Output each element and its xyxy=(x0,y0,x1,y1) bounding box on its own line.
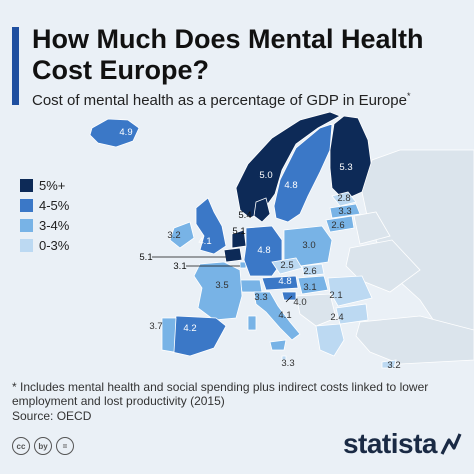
legend-item-4-5: 4-5% xyxy=(20,195,69,215)
region-ireland xyxy=(169,221,195,249)
value-label-lithuania: 2.6 xyxy=(331,220,344,231)
value-label-poland: 3.0 xyxy=(302,240,315,251)
legend-swatch xyxy=(20,198,33,212)
legend-swatch xyxy=(20,178,33,192)
region-greece xyxy=(315,323,345,357)
europe-map: 4.9 5.0 5.3 4.8 2.8 3.3 2.6 5.4 3.2 4.1 … xyxy=(0,112,474,374)
legend-item-5-plus: 5%+ xyxy=(20,175,69,195)
license-icons[interactable]: cc by = xyxy=(12,437,74,455)
region-germany xyxy=(243,225,283,277)
cc-icon[interactable]: cc xyxy=(12,437,30,455)
page-title: How Much Does Mental Health Cost Europe? xyxy=(32,24,424,85)
region-belarus xyxy=(353,211,391,245)
region-lithuania xyxy=(325,215,355,233)
value-label-slovenia: 4.0 xyxy=(293,297,306,308)
source-note: Source: OECD xyxy=(12,409,92,423)
value-label-hungary: 3.1 xyxy=(303,282,316,293)
value-label-germany: 4.8 xyxy=(257,245,270,256)
region-sweden xyxy=(273,123,333,223)
value-label-latvia: 3.3 xyxy=(338,206,351,217)
region-iceland xyxy=(89,118,140,148)
region-romania xyxy=(327,275,373,307)
region-ukraine xyxy=(345,239,421,293)
region-latvia xyxy=(329,203,361,219)
legend-label: 4-5% xyxy=(39,197,70,213)
value-label-france: 3.5 xyxy=(215,280,228,291)
subtitle-footnote-mark: * xyxy=(406,91,411,101)
value-label-switzerland: 3.3 xyxy=(254,292,267,303)
statista-wave-icon xyxy=(440,433,462,455)
legend-item-0-3: 0-3% xyxy=(20,235,69,255)
value-label-ireland: 3.2 xyxy=(167,230,180,241)
brand-name: statista xyxy=(342,428,438,459)
value-label-austria: 4.8 xyxy=(278,276,291,287)
region-russia xyxy=(361,149,474,331)
value-label-luxembourg: 3.1 xyxy=(173,261,186,272)
value-label-netherlands: 5.1 xyxy=(232,226,245,237)
legend-label: 0-3% xyxy=(39,237,70,253)
region-cyprus xyxy=(381,359,397,369)
value-label-bulgaria: 2.4 xyxy=(330,312,343,323)
subtitle-text: Cost of mental health as a percentage of… xyxy=(32,92,407,109)
legend-swatch xyxy=(20,238,33,252)
value-label-czechia: 2.5 xyxy=(280,260,293,271)
value-label-malta: 3.3 xyxy=(281,358,294,369)
value-label-romania: 2.1 xyxy=(329,290,342,301)
value-label-norway: 5.0 xyxy=(259,170,272,181)
region-slovenia xyxy=(281,291,297,301)
value-label-spain: 4.2 xyxy=(183,323,196,334)
region-turkey xyxy=(355,315,474,365)
region-estonia xyxy=(331,191,357,207)
value-label-portugal: 3.7 xyxy=(149,321,162,332)
legend-label: 5%+ xyxy=(39,177,66,193)
value-label-cyprus: 3.2 xyxy=(387,360,400,371)
region-malta xyxy=(281,355,287,361)
region-uk xyxy=(195,197,227,255)
value-label-iceland: 4.9 xyxy=(119,127,132,138)
value-label-uk: 4.1 xyxy=(198,236,211,247)
region-denmark xyxy=(253,197,271,223)
region-switzerland xyxy=(239,279,263,293)
region-sicily xyxy=(269,339,287,351)
region-sardinia xyxy=(247,315,257,331)
region-balkans xyxy=(295,293,337,327)
region-hungary xyxy=(297,275,329,295)
region-belgium xyxy=(223,247,243,263)
value-label-sweden: 4.8 xyxy=(284,180,297,191)
no-derivatives-icon[interactable]: = xyxy=(56,437,74,455)
attribution-icon[interactable]: by xyxy=(34,437,52,455)
legend-label: 3-4% xyxy=(39,217,70,233)
value-label-slovakia: 2.6 xyxy=(303,266,316,277)
region-bulgaria xyxy=(335,303,369,325)
region-austria xyxy=(261,275,299,291)
title-accent-bar xyxy=(12,27,19,105)
legend-item-3-4: 3-4% xyxy=(20,215,69,235)
value-label-denmark: 5.4 xyxy=(238,210,251,221)
value-label-belgium: 5.1 xyxy=(139,252,152,263)
subtitle: Cost of mental health as a percentage of… xyxy=(32,91,410,109)
value-label-estonia: 2.8 xyxy=(337,193,350,204)
statista-logo[interactable]: statista xyxy=(343,428,462,460)
region-italy xyxy=(253,291,301,341)
value-label-finland: 5.3 xyxy=(339,162,352,173)
legend: 5%+ 4-5% 3-4% 0-3% xyxy=(20,175,69,255)
footnote: * Includes mental health and social spen… xyxy=(12,380,429,408)
legend-swatch xyxy=(20,218,33,232)
region-portugal xyxy=(161,317,177,353)
value-label-italy: 4.1 xyxy=(278,310,291,321)
leader-line-slovenia xyxy=(285,295,293,303)
region-slovakia xyxy=(301,263,325,277)
